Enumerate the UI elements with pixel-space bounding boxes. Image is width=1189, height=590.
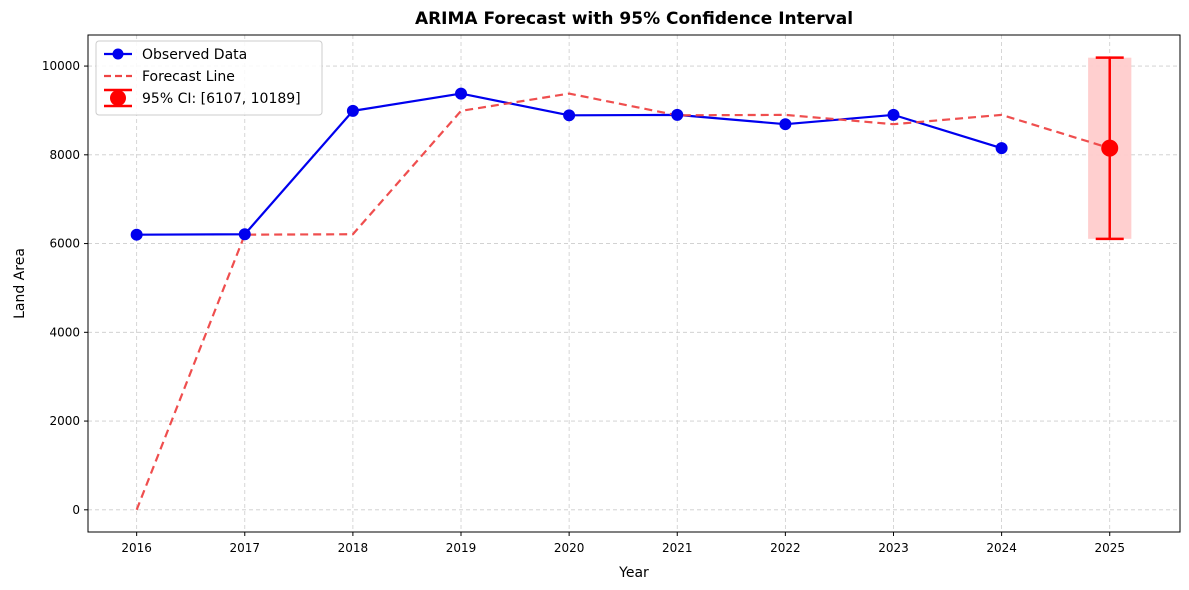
ticks: 2016 2017 2018 2019 2020 2021 2022 2023 2024 2025… [42, 59, 1125, 555]
observed-point [671, 108, 684, 121]
legend-box [95, 40, 323, 116]
y-tick-label: 6000 [49, 237, 80, 251]
x-tick-label: 2016 [121, 541, 152, 555]
observed-point [995, 142, 1008, 155]
x-axis-label: Year [618, 565, 649, 581]
x-tick-label: 2020 [554, 541, 585, 555]
y-tick-label: 8000 [49, 148, 80, 162]
y-tick-label: 10000 [42, 59, 80, 73]
marker-layer [130, 56, 1124, 241]
observed-point [346, 104, 359, 117]
x-tick-label: 2023 [878, 541, 909, 555]
observed-point [563, 109, 576, 122]
x-tick-label: 2025 [1094, 541, 1125, 555]
forecast-line [135, 92, 1111, 511]
observed-point [238, 228, 251, 241]
grid [88, 35, 1180, 532]
y-tick-label: 2000 [49, 414, 80, 428]
legend-label: 95% CI: [6107, 10189] [142, 91, 301, 107]
x-tick-label: 2024 [986, 541, 1017, 555]
observed-point [130, 228, 143, 241]
legend-label: Forecast Line [142, 69, 235, 85]
legend: Observed Data Forecast Line 95% CI: [6107,… [95, 40, 323, 116]
x-tick-label: 2019 [446, 541, 477, 555]
x-tick-label: 2021 [662, 541, 693, 555]
observed-point [455, 87, 468, 100]
legend-marker-ci [110, 90, 126, 106]
y-axis-label: Land Area [12, 248, 28, 319]
x-tick-label: 2017 [229, 541, 260, 555]
legend-marker-observed [112, 48, 124, 60]
y-tick-label: 0 [72, 503, 80, 517]
plot-frame [87, 34, 1181, 533]
x-tick-label: 2018 [338, 541, 369, 555]
y-tick-label: 4000 [49, 325, 80, 339]
observed-point [887, 108, 900, 121]
observed-point [779, 118, 792, 131]
forecast-point [1101, 139, 1119, 157]
legend-label: Observed Data [142, 47, 247, 63]
chart-title: ARIMA Forecast with 95% Confidence Inter… [415, 9, 853, 29]
x-tick-label: 2022 [770, 541, 801, 555]
